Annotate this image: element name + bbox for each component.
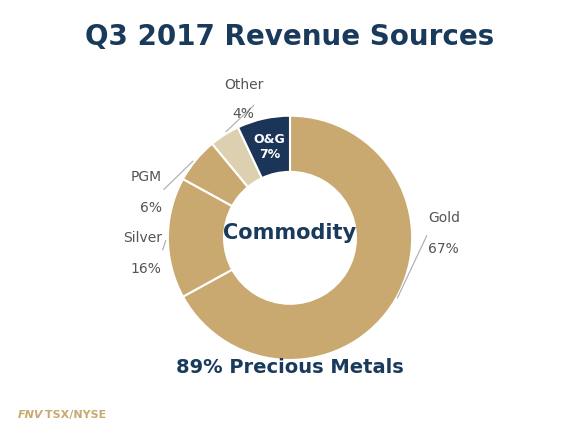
Text: Franco ★ Nevada: Franco ★ Nevada [223,408,357,421]
Text: Other: Other [224,78,263,92]
Text: 6%: 6% [140,201,162,214]
Text: TSX/NYSE: TSX/NYSE [41,410,106,419]
Wedge shape [183,145,248,207]
Text: 16%: 16% [131,261,162,276]
Text: 67%: 67% [428,242,459,256]
Text: PGM: PGM [130,170,162,184]
Text: Gold: Gold [428,211,460,225]
Text: 11: 11 [547,408,563,421]
Wedge shape [183,116,412,360]
Text: 4%: 4% [233,107,255,121]
Wedge shape [238,116,290,179]
Text: 89% Precious Metals: 89% Precious Metals [176,357,404,376]
Wedge shape [212,128,262,187]
Text: Silver: Silver [123,230,162,244]
Wedge shape [168,180,232,297]
Text: O&G
7%: O&G 7% [253,133,285,161]
Text: FNV: FNV [17,410,43,419]
Text: Q3 2017 Revenue Sources: Q3 2017 Revenue Sources [85,23,495,51]
Text: Commodity: Commodity [223,222,357,242]
